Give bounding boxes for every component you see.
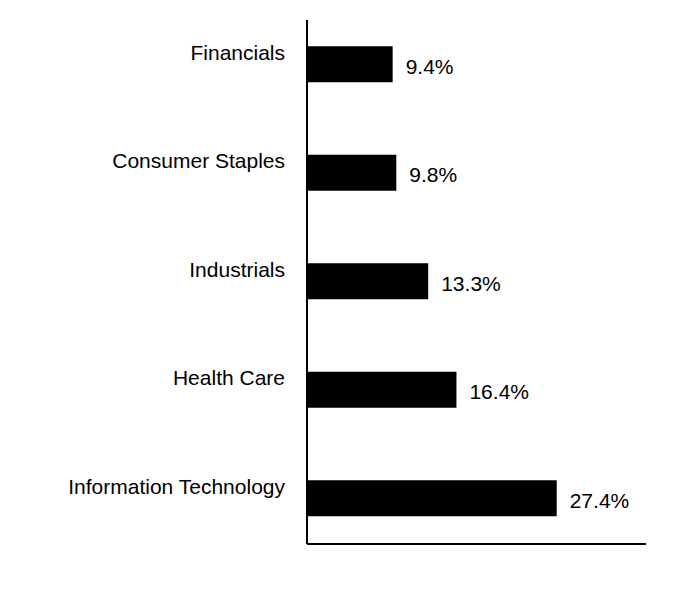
labels: Financials 9.4% Consumer Staples 9.8% Indust… [68,41,629,512]
bars [307,46,557,516]
category-axis-line [306,20,308,544]
category-label: Financials [190,41,285,64]
bar [307,46,393,82]
category-label: Industrials [189,258,285,281]
category-label: Information Technology [68,475,285,498]
axes [307,20,646,544]
bar [307,155,396,191]
category-label: Consumer Staples [112,149,285,172]
bar [307,263,428,299]
value-axis-line [307,543,646,545]
data-label: 16.4% [469,380,529,403]
bar [307,372,456,408]
bar [307,480,557,516]
data-label: 9.4% [406,55,454,78]
chart-container: Financials 9.4% Consumer Staples 9.8% Indust… [0,0,696,612]
data-label: 9.8% [409,163,457,186]
data-label: 13.3% [441,272,501,295]
data-label: 27.4% [570,489,630,512]
category-label: Health Care [173,366,285,389]
chart-svg: Financials 9.4% Consumer Staples 9.8% Indust… [0,0,696,612]
